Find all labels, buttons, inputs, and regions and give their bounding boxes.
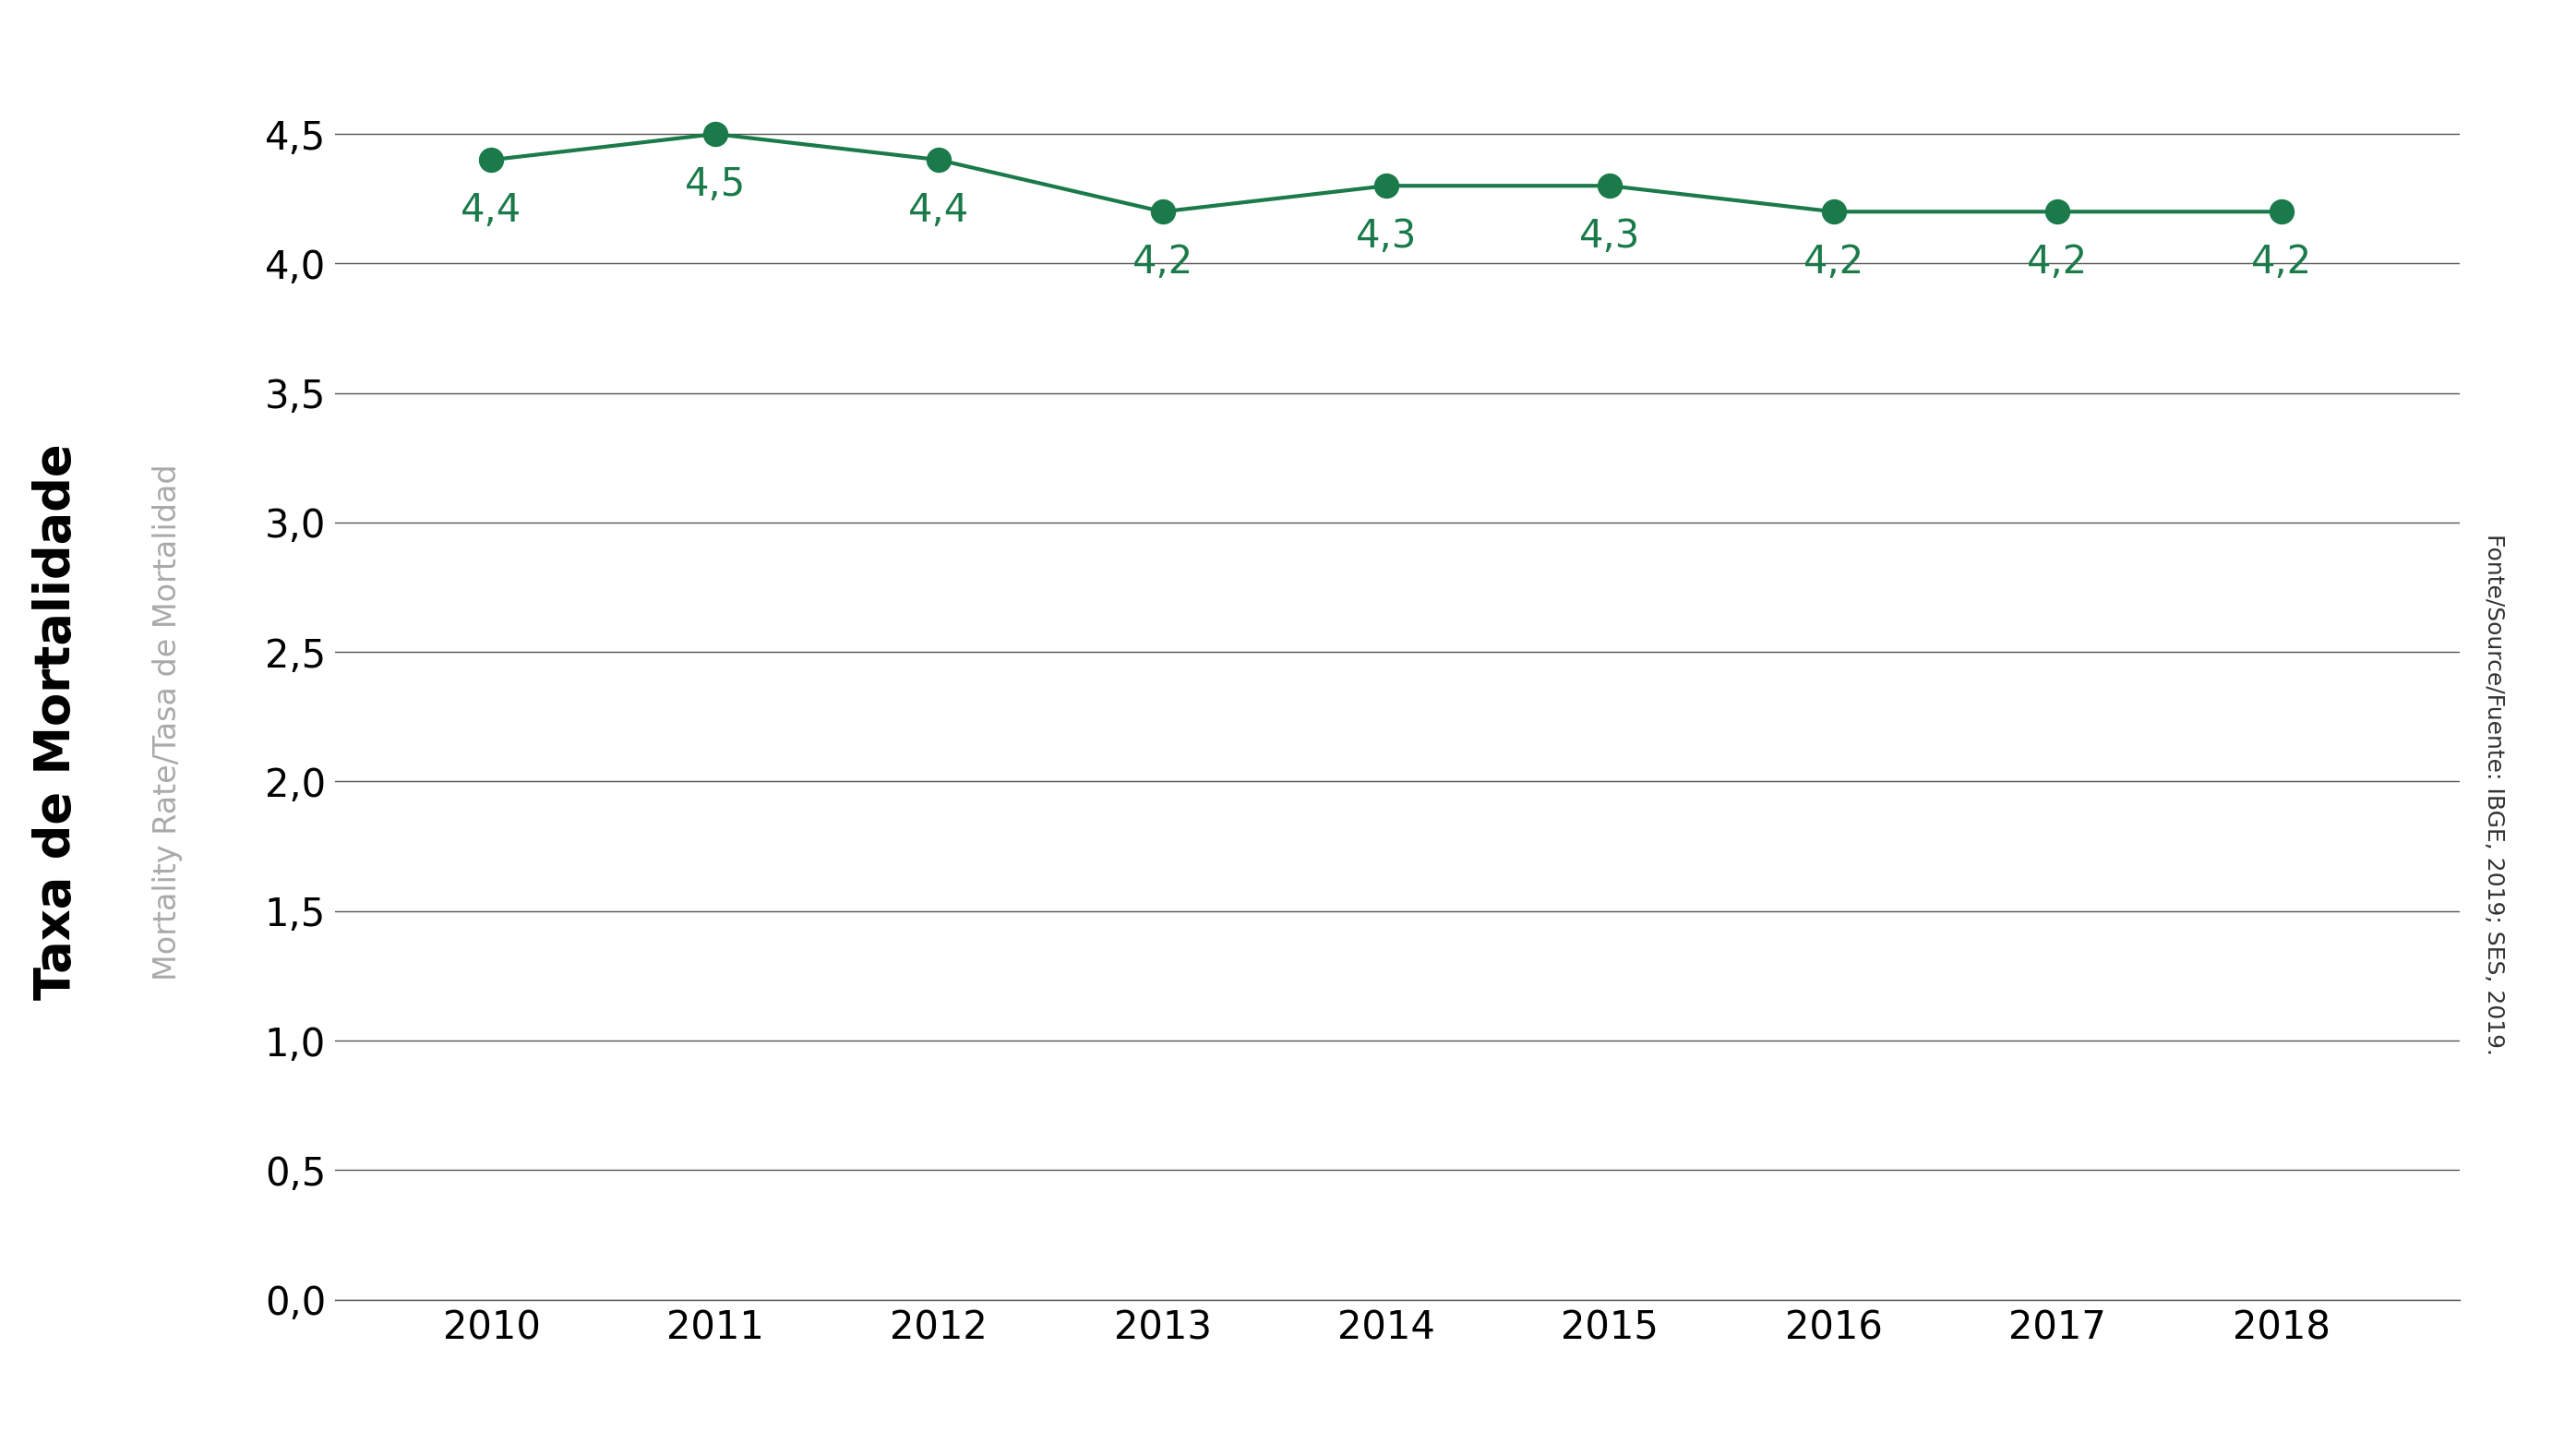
Text: 4,3: 4,3 bbox=[1579, 217, 1641, 256]
Point bbox=[917, 149, 958, 172]
Point bbox=[1589, 175, 1631, 198]
Text: 4,3: 4,3 bbox=[1355, 217, 1417, 256]
Point bbox=[2262, 201, 2303, 224]
Text: Mortality Rate/Tasa de Mortalidad: Mortality Rate/Tasa de Mortalidad bbox=[152, 464, 183, 980]
Text: 4,2: 4,2 bbox=[1131, 243, 1193, 282]
Point bbox=[1814, 201, 1855, 224]
Text: 4,5: 4,5 bbox=[685, 165, 747, 204]
Point bbox=[1365, 175, 1406, 198]
Text: 4,4: 4,4 bbox=[909, 191, 969, 230]
Text: Fonte/Source/Fuente: IBGE, 2019; SES, 2019.: Fonte/Source/Fuente: IBGE, 2019; SES, 20… bbox=[2483, 533, 2504, 1056]
Text: 4,2: 4,2 bbox=[2027, 243, 2089, 282]
Point bbox=[2038, 201, 2079, 224]
Point bbox=[471, 149, 513, 172]
Text: 4,2: 4,2 bbox=[1803, 243, 1865, 282]
Text: Taxa de Mortalidade: Taxa de Mortalidade bbox=[33, 443, 80, 1001]
Text: 4,2: 4,2 bbox=[2251, 243, 2311, 282]
Point bbox=[696, 123, 737, 146]
Text: 4,4: 4,4 bbox=[461, 191, 523, 230]
Point bbox=[1141, 201, 1182, 224]
